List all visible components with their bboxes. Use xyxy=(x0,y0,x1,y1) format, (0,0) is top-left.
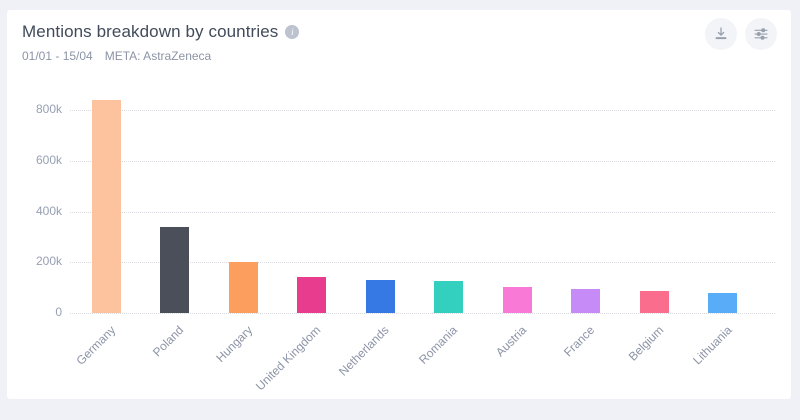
info-icon[interactable]: i xyxy=(285,25,300,39)
bar-france[interactable] xyxy=(571,289,600,313)
settings-button[interactable] xyxy=(745,18,777,50)
y-axis-tick-200k: 200k xyxy=(35,254,62,269)
x-axis-label-hungary: Hungary xyxy=(212,323,255,365)
chart-card: Mentions breakdown by countries i 01/01 … xyxy=(7,10,791,399)
y-axis-tick-800k: 800k xyxy=(35,102,62,116)
bar-belgium[interactable] xyxy=(639,290,669,313)
sliders-icon xyxy=(752,25,770,43)
bar-austria[interactable] xyxy=(502,287,532,313)
y-axis-tick-400k: 400k xyxy=(35,203,62,218)
x-axis-label-belgium: Belgium xyxy=(625,323,666,364)
x-axis-label-poland: Poland xyxy=(150,323,187,360)
bar-chart: 0 200k 400k 600k 800k Germany Poland Hungary Uni… xyxy=(36,95,775,393)
bar-romania[interactable] xyxy=(434,281,463,313)
gridline-600k xyxy=(70,160,775,162)
bar-lithuania[interactable] xyxy=(708,293,737,313)
x-axis-label-lithuania: Lithuania xyxy=(690,323,735,368)
x-axis-label-romania: Romania xyxy=(416,323,461,367)
meta-filter: META: AstraZeneca xyxy=(104,49,212,63)
bar-poland[interactable] xyxy=(160,226,189,313)
download-button[interactable] xyxy=(705,18,737,50)
bar-germany[interactable] xyxy=(91,99,121,313)
bar-hungary[interactable] xyxy=(228,262,258,313)
bar-united-kingdom[interactable] xyxy=(297,277,326,313)
x-axis-label-united-kingdom: United Kingdom xyxy=(253,323,324,394)
gridline-200k xyxy=(70,262,775,264)
chart-title: Mentions breakdown by countries xyxy=(22,22,279,41)
x-axis-label-austria: Austria xyxy=(492,323,529,360)
download-icon xyxy=(712,25,730,43)
bar-netherlands[interactable] xyxy=(365,279,395,313)
x-axis-label-germany: Germany xyxy=(73,323,118,368)
x-axis-label-netherlands: Netherlands xyxy=(336,323,392,379)
x-axis-label-france: France xyxy=(561,323,598,360)
gridline-400k xyxy=(70,211,775,213)
gridline-0 xyxy=(70,313,775,314)
date-range: 01/01 - 15/04 xyxy=(22,49,93,63)
toolbar xyxy=(705,18,777,50)
chart-header: Mentions breakdown by countries i 01/01 … xyxy=(22,22,776,63)
gridline-800k xyxy=(70,110,775,111)
y-axis-tick-0: 0 xyxy=(55,305,62,319)
y-axis-tick-600k: 600k xyxy=(35,152,62,167)
chart-subtitle: 01/01 - 15/04 META: AstraZeneca xyxy=(22,49,776,63)
